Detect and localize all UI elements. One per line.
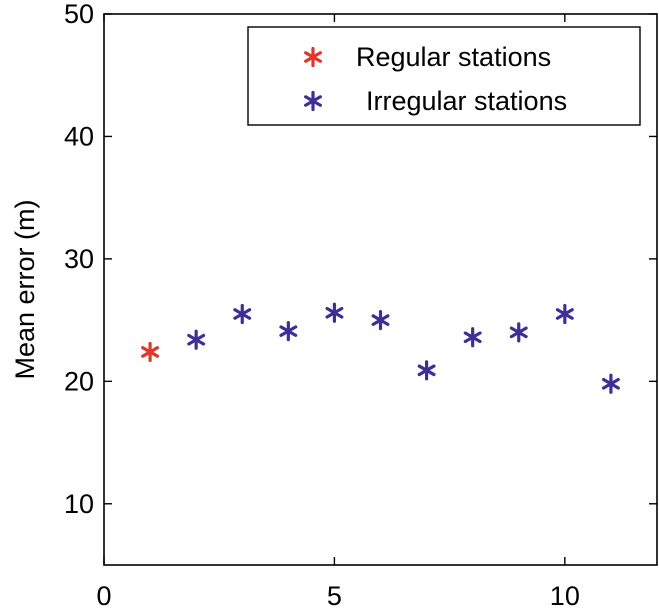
y-tick-label-4: 50 [64,0,94,29]
y-tick-label-0: 10 [64,489,94,519]
data-point-1-0 [187,329,206,350]
data-point-1-1 [233,303,252,325]
data-point-1-3 [325,302,344,323]
x-tick-label-1: 5 [327,581,342,609]
data-point-1-9 [601,373,620,394]
y-tick-label-1: 20 [64,366,94,396]
data-point-1-7 [509,322,528,343]
legend-marker-0 [304,46,322,68]
legend: Regular stations Irregular stations [247,26,641,126]
legend-label-1: Irregular stations [366,86,567,116]
data-point-1-5 [417,360,436,381]
y-tick-label-2: 30 [64,244,94,274]
x-tick-label-0: 0 [96,581,111,609]
axis-tick-labels: 10 20 30 40 50 0 5 10 [64,0,580,609]
data-point-1-4 [371,310,390,331]
legend-label-0: Regular stations [356,42,551,72]
data-point-1-8 [555,303,574,325]
data-point-1-2 [279,321,298,342]
data-point-1-6 [463,327,482,348]
data-points [141,302,620,394]
data-point-0-0 [141,341,160,363]
plot-frame [103,13,658,566]
x-tick-label-2: 10 [550,581,580,609]
y-axis-label: Mean error (m) [10,199,40,379]
y-tick-label-3: 40 [64,121,94,151]
legend-marker-1 [304,90,322,112]
